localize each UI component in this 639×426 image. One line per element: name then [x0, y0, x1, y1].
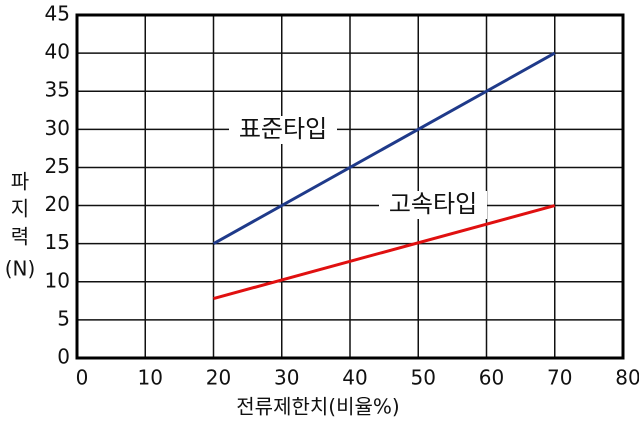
- y-axis-label: (N): [5, 257, 36, 281]
- series-label: 표준타입: [239, 115, 327, 143]
- series-line: [212, 51, 556, 245]
- y-axis-label: 파: [11, 170, 29, 194]
- label-background: [229, 116, 337, 144]
- y-tick-label: 5: [57, 306, 70, 330]
- y-tick-label: 0: [57, 345, 70, 369]
- x-tick-label: 40: [342, 366, 367, 390]
- y-axis-label: 력: [11, 225, 29, 249]
- x-tick-label: 80: [615, 366, 639, 390]
- y-tick-label: 15: [45, 230, 70, 254]
- plot-border: [75, 13, 625, 360]
- x-tick-label: 20: [206, 366, 231, 390]
- x-tick-label: 50: [411, 366, 436, 390]
- series-line: [213, 204, 556, 300]
- x-tick-label: 10: [138, 366, 163, 390]
- x-tick-label: 0: [76, 366, 89, 390]
- y-tick-label: 35: [45, 78, 70, 102]
- x-tick-label: 30: [274, 366, 299, 390]
- label-background: [379, 191, 487, 219]
- y-tick-label: 40: [45, 40, 70, 64]
- x-tick-label: 60: [479, 366, 504, 390]
- x-tick-label: 70: [547, 366, 572, 390]
- y-tick-label: 25: [45, 154, 70, 178]
- y-tick-label: 45: [45, 2, 70, 26]
- x-axis-label: 전류제한치(비율%): [236, 395, 399, 419]
- y-tick-label: 30: [45, 116, 70, 140]
- y-axis-label: 지: [11, 197, 29, 221]
- y-tick-label: 10: [45, 268, 70, 292]
- series-label: 고속타입: [389, 190, 477, 218]
- y-tick-label: 20: [45, 192, 70, 216]
